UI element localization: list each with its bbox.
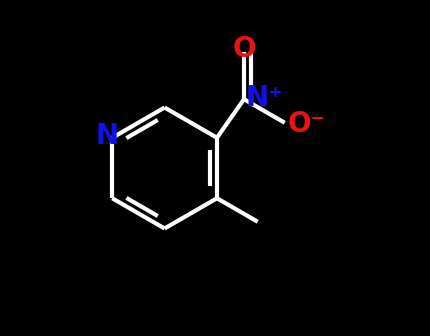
Text: O: O [232, 35, 256, 63]
Text: O⁻: O⁻ [288, 111, 326, 138]
Text: N⁺: N⁺ [246, 84, 283, 112]
Text: N: N [95, 122, 119, 150]
